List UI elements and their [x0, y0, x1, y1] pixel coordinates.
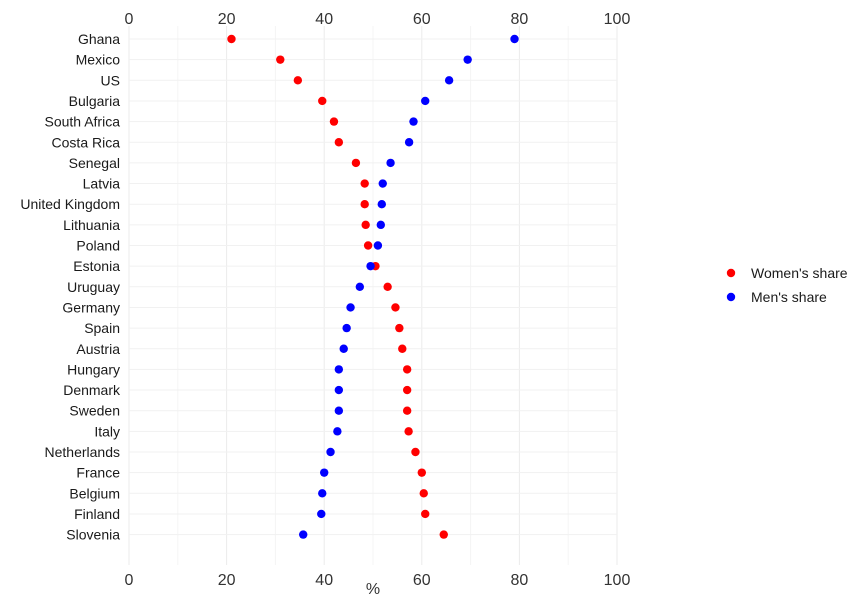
- men-share-point: [318, 489, 327, 498]
- women-share-point: [398, 344, 407, 353]
- x-axis-title: %: [366, 581, 380, 595]
- men-share-point: [334, 385, 344, 395]
- men-share-point: [386, 158, 395, 168]
- men-share-point: [373, 241, 383, 250]
- top-tick-label: 40: [315, 11, 333, 28]
- women-share-point: [227, 34, 236, 44]
- data-points: [227, 34, 519, 539]
- category-label: Sweden: [69, 403, 120, 419]
- category-label: Hungary: [67, 361, 120, 377]
- men-share-point: [421, 96, 430, 106]
- category-label: Spain: [84, 320, 120, 336]
- bottom-tick-label: 0: [125, 572, 134, 589]
- men-share-point: [463, 55, 472, 64]
- category-label: Ghana: [78, 31, 120, 47]
- women-share-point: [391, 303, 400, 312]
- legend-men-label: Men's share: [751, 289, 827, 305]
- category-label: Germany: [62, 299, 120, 315]
- women-share-point: [360, 200, 369, 209]
- women-share-point: [411, 447, 420, 457]
- bottom-tick-label: 20: [218, 572, 236, 589]
- women-share-point: [402, 385, 412, 395]
- category-label: France: [76, 465, 120, 481]
- men-share-point: [299, 530, 308, 539]
- legend: Women's share Men's share: [726, 265, 848, 305]
- category-label: Slovenia: [66, 527, 120, 543]
- top-x-axis: 0 20 40 60 80 100: [125, 11, 631, 28]
- category-label: United Kingdom: [20, 196, 120, 212]
- women-share-point: [351, 158, 361, 168]
- men-share-point: [339, 344, 348, 353]
- bottom-tick-label: 40: [315, 572, 333, 589]
- women-share-point: [276, 55, 285, 64]
- category-label: Italy: [94, 423, 120, 439]
- men-share-point: [342, 323, 351, 333]
- men-share-point: [326, 447, 335, 457]
- women-share-point: [361, 220, 370, 230]
- women-share-point: [329, 117, 339, 126]
- top-tick-label: 60: [413, 11, 431, 28]
- category-label: Austria: [76, 341, 120, 357]
- men-share-point: [376, 220, 386, 230]
- men-share-point: [317, 509, 326, 519]
- category-label: Uruguay: [67, 279, 120, 295]
- category-label: Estonia: [73, 258, 120, 274]
- category-label: South Africa: [45, 114, 121, 130]
- gridlines: [128, 26, 618, 565]
- men-share-point: [333, 427, 342, 436]
- women-share-point: [419, 489, 428, 498]
- women-share-point: [360, 179, 369, 188]
- category-label: Mexico: [76, 52, 121, 68]
- women-share-point: [318, 96, 327, 106]
- category-label: Senegal: [69, 155, 120, 171]
- women-share-point: [383, 282, 392, 291]
- category-label: Denmark: [63, 382, 121, 398]
- women-share-point: [421, 509, 430, 519]
- men-share-point: [355, 282, 365, 291]
- top-tick-label: 20: [218, 11, 236, 28]
- category-label: Belgium: [69, 485, 120, 501]
- women-share-point: [402, 406, 412, 415]
- men-share-point: [404, 138, 414, 147]
- women-share-point: [334, 138, 344, 147]
- men-share-point: [444, 76, 454, 85]
- category-label: Costa Rica: [52, 134, 121, 150]
- men-share-point: [346, 303, 355, 312]
- category-label: US: [101, 72, 120, 88]
- category-label: Bulgaria: [69, 93, 121, 109]
- top-tick-label: 100: [604, 11, 631, 28]
- legend-men-marker: [726, 292, 736, 302]
- women-share-point: [293, 76, 303, 85]
- men-share-point: [366, 261, 375, 271]
- men-share-point: [377, 200, 386, 209]
- category-label: Latvia: [83, 176, 121, 192]
- women-share-point: [439, 530, 448, 539]
- men-share-point: [334, 406, 344, 415]
- men-share-point: [320, 468, 329, 477]
- bottom-tick-label: 80: [511, 572, 529, 589]
- category-label: Netherlands: [45, 444, 121, 460]
- category-label: Lithuania: [63, 217, 120, 233]
- men-share-point: [334, 365, 344, 374]
- top-tick-label: 0: [125, 11, 134, 28]
- legend-women-marker: [726, 268, 736, 278]
- women-share-point: [363, 241, 373, 250]
- women-share-point: [417, 468, 426, 477]
- category-label: Poland: [76, 238, 120, 254]
- women-share-point: [395, 323, 404, 333]
- women-share-point: [402, 365, 412, 374]
- women-share-point: [404, 427, 413, 436]
- men-share-point: [378, 179, 387, 188]
- category-label: Finland: [74, 506, 120, 522]
- men-share-point: [409, 117, 418, 126]
- legend-women-label: Women's share: [751, 265, 848, 281]
- bottom-tick-label: 60: [413, 572, 431, 589]
- top-tick-label: 80: [511, 11, 529, 28]
- bottom-tick-label: 100: [604, 572, 631, 589]
- y-axis-categories: Ghana Mexico US Bulgaria South Africa Costa R…: [20, 31, 121, 543]
- bottom-x-axis: 0 20 40 60 80 100: [125, 572, 631, 589]
- men-share-point: [510, 34, 519, 44]
